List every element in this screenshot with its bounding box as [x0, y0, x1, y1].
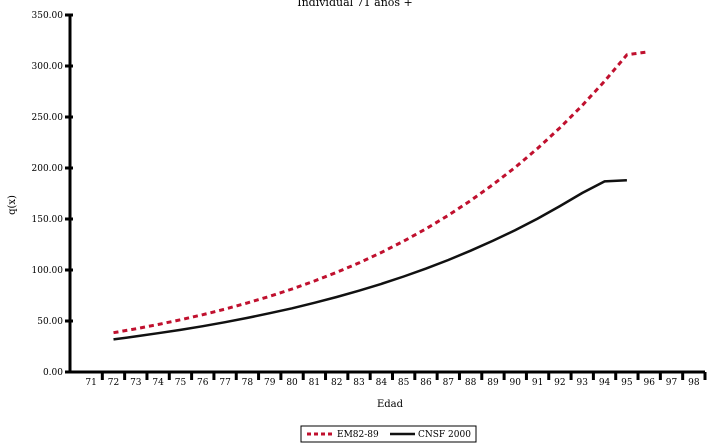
x-tick-label: 71: [85, 378, 96, 388]
y-axis: 0.00 50.00 100.00 150.00 200.00 250.00 300.00 3…: [32, 11, 73, 378]
y-tick-label: 100.00: [32, 266, 64, 276]
y-tick-label: 50.00: [37, 317, 63, 327]
y-tick-label: 200.00: [32, 164, 64, 174]
x-tick-label: 83: [353, 378, 365, 388]
y-axis-title: q(x): [7, 195, 18, 215]
x-tick-label: 77: [219, 378, 231, 388]
x-tick-label: 76: [197, 378, 209, 388]
x-axis-title: Edad: [377, 399, 404, 410]
x-tick-label: 95: [621, 378, 633, 388]
x-tick-label: 80: [286, 378, 298, 388]
x-axis: 71 72 73 74 75 76 77 78 79 80 81 82 83 84 85 86 87 88 89 90…: [70, 370, 707, 388]
legend-label-em82: EM82-89: [337, 430, 379, 440]
x-tick-label: 89: [487, 378, 499, 388]
x-tick-label: 74: [152, 378, 164, 388]
x-tick-label: 78: [242, 378, 254, 388]
x-tick-label: 75: [175, 378, 187, 388]
x-tick-label: 81: [309, 378, 320, 388]
x-tick-label: 82: [331, 378, 342, 388]
x-tick-label: 91: [532, 378, 543, 388]
legend-label-cnsf: CNSF 2000: [418, 430, 471, 440]
series-line-cnsf-2000: [113, 178, 627, 341]
x-tick-label: 96: [643, 378, 655, 388]
x-tick-label: 88: [465, 378, 477, 388]
legend: EM82-89 CNSF 2000: [300, 425, 477, 443]
x-tick-label: 72: [108, 378, 119, 388]
x-tick-label: 94: [599, 378, 611, 388]
y-tick-label: 350.00: [32, 11, 64, 21]
y-tick-label: 150.00: [32, 215, 64, 225]
y-tick-label: 0.00: [43, 368, 63, 378]
x-tick-label: 98: [688, 378, 700, 388]
x-tick-label: 87: [443, 378, 455, 388]
x-tick-label: 85: [398, 378, 410, 388]
x-tick-label: 93: [577, 378, 589, 388]
plot-area: [113, 50, 650, 341]
x-tick-label: 84: [376, 378, 388, 388]
y-tick-label: 300.00: [32, 62, 64, 72]
series-line-em82-89: [113, 50, 650, 335]
x-tick-label: 73: [130, 378, 142, 388]
x-tick-label: 92: [554, 378, 565, 388]
x-tick-label: 86: [420, 378, 432, 388]
x-tick-label: 97: [666, 378, 678, 388]
legend-box: [300, 425, 477, 443]
x-tick-label: 90: [510, 378, 522, 388]
chart-title: Individual 71 años +: [297, 0, 413, 9]
x-tick-label: 79: [264, 378, 276, 388]
y-tick-label: 250.00: [32, 113, 64, 123]
